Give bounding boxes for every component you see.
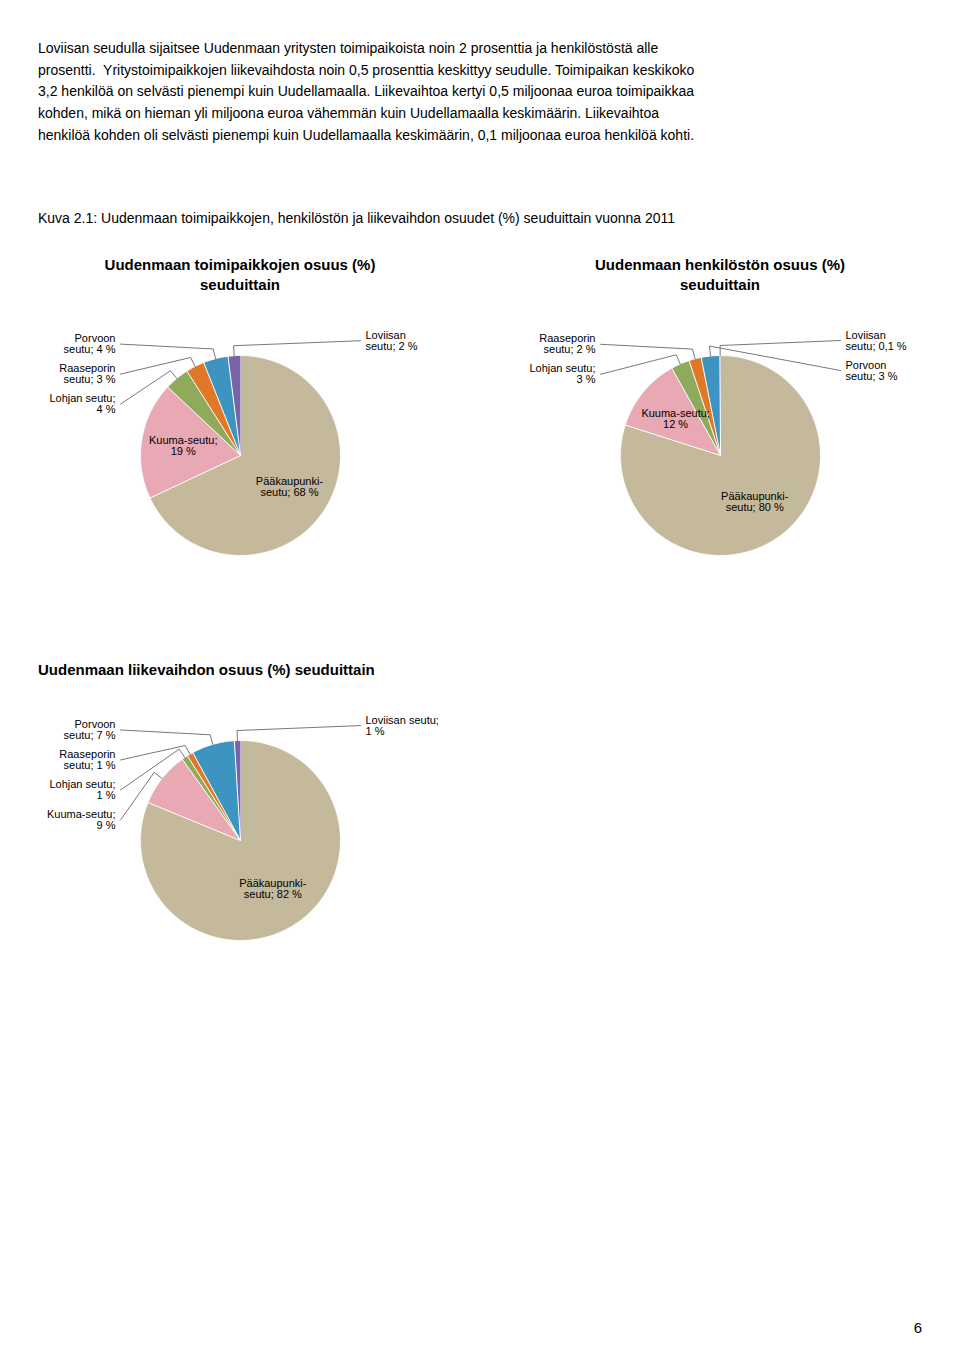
svg-text:Loviisanseutu; 0,1 %: Loviisanseutu; 0,1 % [846, 329, 907, 352]
svg-text:Loviisanseutu; 2 %: Loviisanseutu; 2 % [366, 329, 418, 352]
svg-text:Lohjan seutu;1 %: Lohjan seutu;1 % [49, 777, 115, 800]
html-text:Uudenmaan toimipaikkojen osuus: Uudenmaan toimipaikkojen osuus (%) seudu… [104, 256, 376, 293]
svg-text:Raaseporinseutu; 2 %: Raaseporinseutu; 2 % [539, 332, 595, 355]
svg-text:Pääkaupunki-seutu; 82 %: Pääkaupunki-seutu; 82 % [239, 876, 307, 899]
svg-text:Pääkaupunki-seutu; 80 %: Pääkaupunki-seutu; 80 % [721, 490, 789, 513]
svg-text:Porvoonseutu; 7 %: Porvoonseutu; 7 % [64, 717, 116, 740]
html-text:Loviisan seudulla sijaitsee Uu: Loviisan seudulla sijaitsee Uudenmaan yr… [38, 40, 695, 143]
svg-text:Kuuma-seutu;9 %: Kuuma-seutu;9 % [47, 807, 116, 830]
svg-text:Lohjan seutu;4 %: Lohjan seutu;4 % [49, 392, 115, 415]
html-text:Kuva 2.1: Uudenmaan toimipaikk: Kuva 2.1: Uudenmaan toimipaikkojen, henk… [38, 210, 676, 226]
svg-text:Loviisan seutu;1 %: Loviisan seutu;1 % [366, 713, 439, 736]
svg-text:Lohjan seutu;3 %: Lohjan seutu;3 % [529, 362, 595, 385]
html-text:Uudenmaan liikevaihdon osuus (: Uudenmaan liikevaihdon osuus (%) seuduit… [38, 661, 375, 678]
svg-text:Kuuma-seutu;19 %: Kuuma-seutu;19 % [149, 434, 217, 457]
svg-text:Raaseporinseutu; 3 %: Raaseporinseutu; 3 % [59, 362, 115, 385]
html-text:6: 6 [913, 1319, 922, 1336]
svg-text:Kuuma-seutu;12 %: Kuuma-seutu;12 % [641, 407, 709, 430]
svg-text:Raaseporinseutu; 1 %: Raaseporinseutu; 1 % [59, 747, 115, 770]
svg-text:Porvoonseutu; 3 %: Porvoonseutu; 3 % [846, 359, 898, 382]
svg-text:Porvoonseutu; 4 %: Porvoonseutu; 4 % [64, 332, 116, 355]
svg-text:Pääkaupunki-seutu; 68 %: Pääkaupunki-seutu; 68 % [256, 475, 324, 498]
html-text:Uudenmaan henkilöstön osuus (%: Uudenmaan henkilöstön osuus (%) seuduitt… [595, 256, 845, 293]
